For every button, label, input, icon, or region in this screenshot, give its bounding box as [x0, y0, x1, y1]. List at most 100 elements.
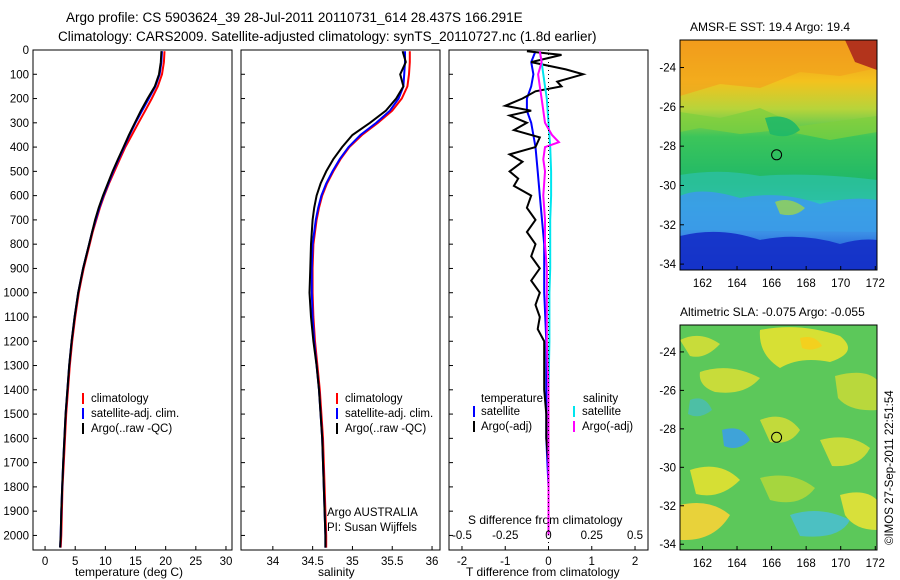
difference-xtick-label: -1 — [500, 556, 510, 568]
ytick-label: 1600 — [3, 433, 29, 445]
sst-map-field — [680, 40, 877, 270]
salinity-line-satellite-adj-clim- — [310, 51, 406, 548]
sst-map-xtick-label: 170 — [831, 278, 850, 290]
salinity-line-argo-raw-qc- — [308, 50, 407, 548]
temperature-panel: temperature (deg C) — [32, 49, 233, 579]
difference-xtick2-label: -0.25 — [492, 530, 518, 542]
difference-xtick2-label: -0.5 — [452, 530, 472, 542]
sla-map-ytick-label: -32 — [659, 501, 676, 513]
difference-xtick-label: 2 — [632, 556, 638, 568]
ytick-label: 1200 — [3, 336, 29, 348]
temperature-xtick-label: 25 — [189, 556, 202, 568]
ytick-label: 1300 — [3, 361, 29, 373]
ytick-label: 500 — [10, 166, 29, 178]
ytick-label: 1100 — [4, 312, 29, 324]
temperature-legend: climatology satellite-adj. clim. Argo(..ra… — [82, 393, 179, 435]
ytick-label: 0 — [23, 45, 29, 57]
temperature-marks: 0100200300400500600700800900100011001200… — [3, 45, 232, 568]
sla-map-ytick-label: -30 — [659, 462, 676, 474]
credit-text: ©IMOS 27-Sep-2011 22:51:54 — [884, 390, 896, 545]
sla-map-xtick-label: 170 — [831, 558, 850, 570]
ytick-label: 1900 — [3, 506, 29, 518]
ytick-label: 900 — [10, 263, 29, 275]
legend-s-entry: Argo(-adj) — [582, 421, 633, 433]
sla-map-xtick-label: 168 — [797, 558, 816, 570]
sla-map-xtick-label: 162 — [693, 558, 712, 570]
difference-xtick2-label: 0.5 — [627, 530, 643, 542]
salinity-xlabel: salinity — [318, 565, 355, 579]
sst-map-xtick-label: 162 — [693, 278, 712, 290]
temperature-legend-entry: climatology — [91, 393, 149, 405]
ytick-label: 1800 — [3, 482, 29, 494]
sst-map-ytick-label: -32 — [659, 220, 676, 232]
sla-map-axes: 162 164 166 168 170 172 -24 -26 -28 -30 -32 -34 — [659, 347, 884, 570]
ytick-label: 1700 — [3, 458, 29, 470]
ytick-label: 1400 — [3, 385, 29, 397]
ytick-label: 200 — [10, 94, 29, 106]
salinity-annotation-line-1: Argo AUSTRALIA — [327, 507, 418, 519]
salinity-panel: salinity Argo AUSTRALIA PI: Susan Wijffe… — [240, 49, 441, 579]
temperature-xtick-label: 15 — [129, 556, 142, 568]
ytick-label: 100 — [10, 69, 29, 81]
sst-map-ytick-label: -26 — [659, 102, 676, 114]
temperature-legend-entry: satellite-adj. clim. — [91, 408, 179, 420]
sla-map-ytick-label: -26 — [659, 385, 676, 397]
salinity-marks: 34 34.5 35 35.5 36 — [241, 49, 439, 568]
sla-map-xtick-label: 164 — [727, 558, 747, 570]
salinity-legend-entry: satellite-adj. clim. — [345, 408, 433, 420]
legend-s-entry: satellite — [582, 406, 621, 418]
temperature-line-argo-raw-qc- — [59, 51, 163, 548]
sla-map-xtick-label: 166 — [762, 558, 781, 570]
sla-map-field — [680, 325, 877, 550]
ytick-label: 1500 — [3, 409, 29, 421]
title-line-1: Argo profile: CS 5903624_39 28-Jul-2011 … — [66, 10, 523, 25]
difference-xtick2-label: 0.25 — [581, 530, 603, 542]
temperature-legend-entry: Argo(..raw -QC) — [91, 423, 172, 435]
temperature-xtick-label: 10 — [99, 556, 112, 568]
sst-map-ytick-label: -28 — [659, 141, 676, 153]
temperature-axes-box — [32, 49, 233, 551]
sla-map-panel: Altimetric SLA: -0.075 Argo: -0.055 — [679, 305, 878, 551]
sla-map-xtick-label: 172 — [866, 558, 885, 570]
ytick-label: 2000 — [3, 530, 29, 542]
salinity-xtick-label: 34.5 — [301, 556, 323, 568]
difference-xtick2-label: 0 — [545, 530, 551, 542]
legend-t-entry: Argo(-adj) — [481, 421, 532, 433]
salinity-axes-box — [240, 49, 441, 551]
difference-marks: -2 -1 0 1 2 — [449, 49, 638, 568]
sst-map-axes: 162 164 166 168 170 172 -24 -26 -28 -30 -32 -34 — [659, 63, 884, 290]
sst-map-argo-marker — [771, 149, 783, 161]
difference-xlabel-s: S difference from climatology — [468, 513, 623, 527]
sst-map-ytick-label: -34 — [659, 259, 676, 271]
salinity-annotation-line-2: PI: Susan Wijffels — [327, 522, 417, 534]
temperature-xtick-label: 30 — [220, 556, 233, 568]
salinity-legend: climatology satellite-adj. clim. Argo(..ra… — [336, 393, 433, 435]
sla-map-title: Altimetric SLA: -0.075 Argo: -0.055 — [680, 305, 865, 319]
legend-temperature-title: temperature — [481, 393, 543, 405]
salinity-xtick-label: 34 — [266, 556, 279, 568]
ytick-label: 700 — [10, 215, 29, 227]
difference-xlabel-t: T difference from climatology — [466, 565, 620, 579]
temperature-xtick-label: 20 — [159, 556, 172, 568]
sst-map-xtick-label: 164 — [727, 278, 747, 290]
sst-map-xtick-label: 168 — [797, 278, 816, 290]
chart-marks: 0100200300400500600700800900100011001200… — [3, 45, 884, 570]
sla-map-ytick-label: -34 — [659, 539, 676, 551]
salinity-xtick-label: 36 — [426, 556, 439, 568]
legend-salinity-title: salinity — [583, 393, 618, 405]
sla-map-argo-marker — [771, 431, 783, 443]
sst-map-panel: AMSR-E SST: 19.4 Argo: 19.4 — [679, 20, 878, 271]
sst-map-title: AMSR-E SST: 19.4 Argo: 19.4 — [690, 20, 850, 34]
sst-map-ytick-label: -30 — [659, 180, 676, 192]
sla-map-axes-box — [679, 324, 878, 551]
difference-secondary-axis: -0.5 -0.25 0 0.25 0.5 — [452, 50, 643, 550]
sst-map-xtick-label: 166 — [762, 278, 781, 290]
temperature-line-satellite-adj-clim- — [59, 51, 163, 548]
legend-t-entry: satellite — [481, 406, 520, 418]
salinity-xtick-label: 35.5 — [381, 556, 403, 568]
difference-xtick-label: 1 — [589, 556, 595, 568]
sst-map-xtick-label: 172 — [866, 278, 885, 290]
sla-map-ytick-label: -24 — [659, 347, 676, 359]
salinity-line-climatology — [311, 51, 411, 548]
